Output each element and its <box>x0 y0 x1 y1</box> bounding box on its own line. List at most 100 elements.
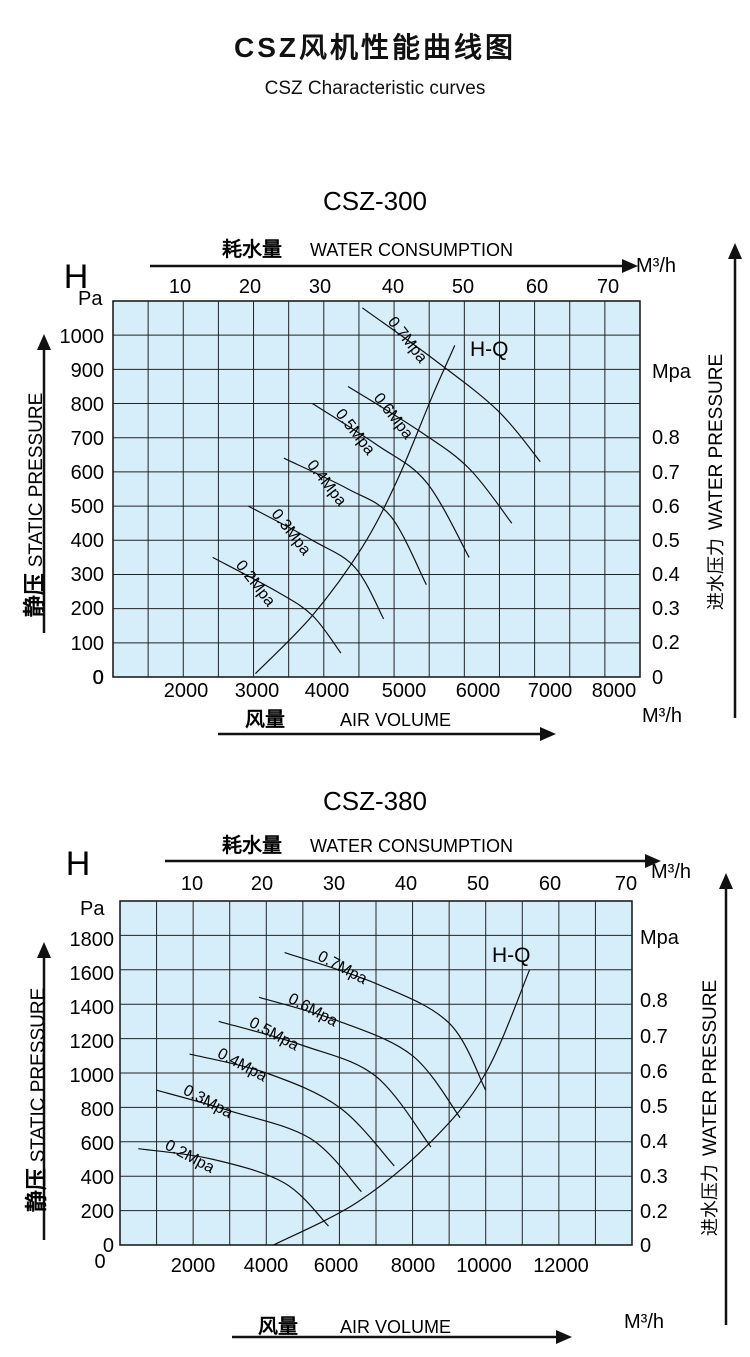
right-axis-label: 进水压力 WATER PRESSURE <box>706 354 727 610</box>
x-tick-label: 12000 <box>533 1255 589 1277</box>
hq-curve-label: H-Q <box>470 338 509 361</box>
right-axis-unit: Mpa <box>652 361 692 383</box>
pressure-curve-03mpa <box>248 505 385 620</box>
y-axis-label: 静压 STATIC PRESSURE <box>24 988 49 1213</box>
x-axis-arrowhead <box>556 1330 572 1344</box>
page-subtitle: CSZ Characteristic curves <box>264 78 486 99</box>
right-tick-label: 0 <box>640 1235 651 1257</box>
right-axis-label-en: WATER PRESSURE <box>700 980 721 1156</box>
y-tick-label: 1000 <box>70 1065 115 1087</box>
y-tick-label: 200 <box>71 598 104 620</box>
right-tick-label: 0.3 <box>652 598 680 620</box>
y-axis-arrowhead <box>37 334 51 350</box>
top-axis-unit: M³/h <box>651 861 691 883</box>
top-tick-label: 60 <box>526 276 548 298</box>
y-symbol: H <box>64 258 89 296</box>
y-axis-label-cn: 静压 <box>24 1168 49 1212</box>
top-axis-arrowhead <box>622 259 638 273</box>
x-axis-label-en: AIR VOLUME <box>340 1317 451 1337</box>
x-tick-label: 6000 <box>456 680 501 702</box>
pressure-curve-07mpa <box>284 952 487 1091</box>
top-axis-arrowhead <box>645 854 661 868</box>
top-tick-label: 50 <box>467 873 489 895</box>
right-tick-label: 0.8 <box>640 990 668 1012</box>
y-tick-label: 300 <box>71 564 104 586</box>
x-tick-label: 6000 <box>314 1255 359 1277</box>
right-axis-arrowhead <box>728 243 742 259</box>
y-tick-label: 200 <box>81 1201 114 1223</box>
x-tick-label: 2000 <box>164 680 209 702</box>
right-tick-label: 0.4 <box>640 1131 668 1153</box>
top-axis-label-cn: 耗水量 <box>222 834 282 857</box>
hq-curve-label: H-Q <box>492 944 531 967</box>
y-tick-label: 1800 <box>70 929 115 951</box>
top-tick-label: 60 <box>539 873 561 895</box>
pressure-curve-05mpa <box>218 1020 432 1148</box>
x-tick-label: 4000 <box>305 680 350 702</box>
pressure-curve-07mpa <box>361 307 541 463</box>
chart-title: CSZ-380 <box>323 786 427 816</box>
right-axis-label-en: WATER PRESSURE <box>706 354 727 530</box>
top-tick-label: 20 <box>239 276 261 298</box>
top-axis-label-en: WATER CONSUMPTION <box>310 240 513 260</box>
x-axis-arrowhead <box>540 727 556 741</box>
y-axis-arrowhead <box>37 942 51 958</box>
hq-curve <box>273 969 531 1246</box>
x-axis-label-cn: 风量 <box>258 1315 298 1338</box>
x-axis-label-en: AIR VOLUME <box>340 710 451 730</box>
top-tick-label: 10 <box>169 276 191 298</box>
top-axis-label-en: WATER CONSUMPTION <box>310 836 513 856</box>
y-tick-label: 1000 <box>60 326 105 348</box>
right-tick-label: 0.3 <box>640 1166 668 1188</box>
right-tick-label: 0.6 <box>652 496 680 518</box>
y-tick-label: 1200 <box>70 1031 115 1053</box>
y-tick-label: 600 <box>71 462 104 484</box>
right-axis-label: 进水压力 WATER PRESSURE <box>700 980 721 1236</box>
grid-lines <box>113 301 640 677</box>
pressure-curve-06mpa <box>258 996 461 1119</box>
top-tick-label: 10 <box>181 873 203 895</box>
right-tick-label: 0.8 <box>652 427 680 449</box>
chart-csz-300: CSZ-300 耗水量 WATER CONSUMPTION M³/h 10 20 30 40 5… <box>22 186 742 741</box>
top-tick-label: 20 <box>251 873 273 895</box>
y-axis-label-en: STATIC PRESSURE <box>26 393 47 568</box>
y-tick-label: 900 <box>71 360 104 382</box>
right-tick-label: 0.2 <box>652 632 680 654</box>
right-axis-label-cn: 进水压力 <box>706 538 726 610</box>
chart-title: CSZ-300 <box>323 186 427 216</box>
x-tick-label: 7000 <box>528 680 573 702</box>
right-tick-label: 0 <box>652 667 663 689</box>
x-tick-label: 8000 <box>391 1255 436 1277</box>
chart-csz-380: CSZ-380 耗水量 WATER CONSUMPTION M³/h 10 20 30 40 5… <box>24 786 733 1344</box>
grid-lines <box>120 901 632 1245</box>
top-axis-unit: M³/h <box>636 255 676 277</box>
y-tick-label: 600 <box>81 1133 114 1155</box>
top-tick-label: 70 <box>597 276 619 298</box>
y-tick-label: 400 <box>81 1167 114 1189</box>
right-tick-label: 0.5 <box>652 530 680 552</box>
hq-curve <box>254 345 456 675</box>
right-axis-unit: Mpa <box>640 927 680 949</box>
x-axis-unit: M³/h <box>624 1311 664 1333</box>
y-tick-label: 1400 <box>70 997 115 1019</box>
y-symbol: H <box>66 845 91 883</box>
y-unit: Pa <box>80 898 105 920</box>
right-tick-label: 0.4 <box>652 564 680 586</box>
page-title: CSZ风机性能曲线图 <box>233 32 516 63</box>
x-tick-label: 5000 <box>382 680 427 702</box>
pressure-curve-02mpa <box>212 556 342 654</box>
y-tick-label: 0 <box>103 1235 114 1257</box>
y-axis-label: 静压 STATIC PRESSURE <box>22 393 47 618</box>
y-tick-label: 1600 <box>70 963 115 985</box>
right-tick-label: 0.5 <box>640 1096 668 1118</box>
right-tick-label: 0.2 <box>640 1201 668 1223</box>
plot-area <box>112 300 641 678</box>
y-tick-label: 0 <box>93 667 104 689</box>
x-tick-label: 4000 <box>244 1255 289 1277</box>
x-tick-label: 2000 <box>171 1255 216 1277</box>
right-tick-label: 0.7 <box>640 1026 668 1048</box>
y-axis-label-en: STATIC PRESSURE <box>28 988 49 1163</box>
right-tick-label: 0.7 <box>652 462 680 484</box>
top-tick-label: 40 <box>382 276 404 298</box>
